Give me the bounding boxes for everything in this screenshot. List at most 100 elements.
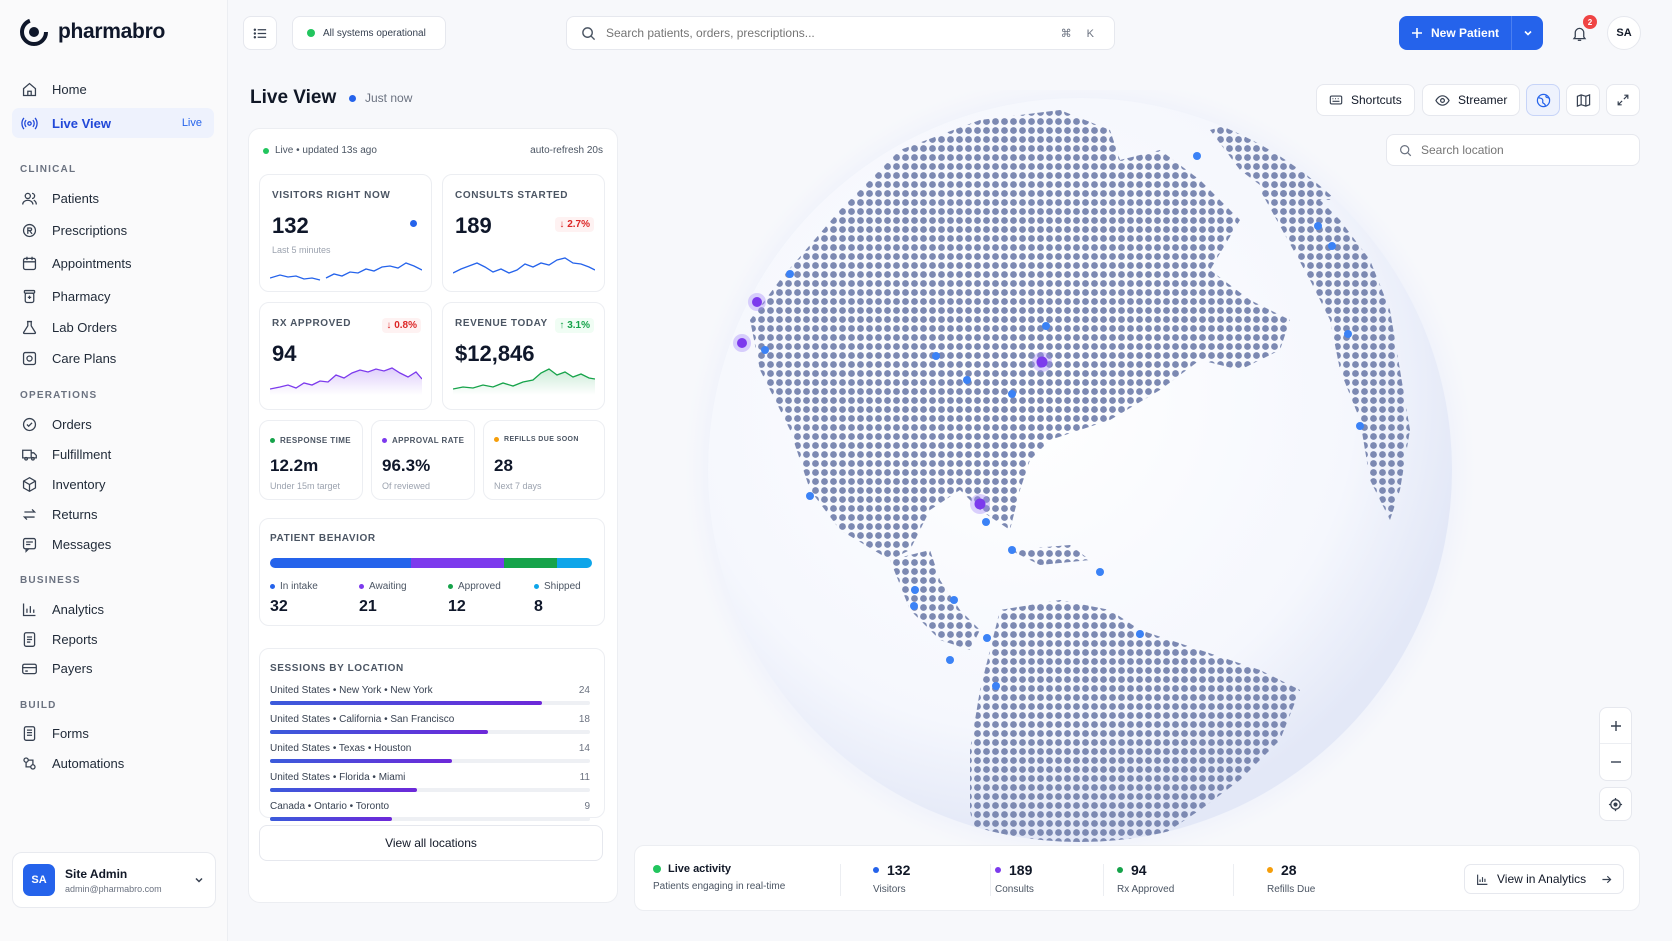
stat-refills-due: 28 Refills Due xyxy=(1267,862,1315,895)
nav-reports[interactable]: Reports xyxy=(12,624,214,654)
nav-returns[interactable]: Returns xyxy=(12,499,214,529)
kpi-value: 94 xyxy=(272,341,297,366)
nav-label: Automations xyxy=(52,755,125,771)
nav-care-plans[interactable]: Care Plans xyxy=(12,343,214,373)
system-status[interactable]: All systems operational xyxy=(292,16,446,50)
nav-automations[interactable]: Automations xyxy=(12,748,214,778)
nav-prescriptions[interactable]: Prescriptions xyxy=(12,215,214,245)
system-status-label: All systems operational xyxy=(323,27,426,39)
nav-fulfillment[interactable]: Fulfillment xyxy=(12,439,214,469)
recenter-button[interactable] xyxy=(1599,787,1632,821)
stat-label: Approved xyxy=(458,581,501,592)
kpi-delta: ↓ 0.8% xyxy=(382,318,421,333)
location-search[interactable] xyxy=(1386,134,1640,166)
patient-behavior-card: PATIENT BEHAVIOR In intake 32 Awaiting 2… xyxy=(259,518,605,626)
metric-dot xyxy=(270,438,275,443)
metric-label: RESPONSE TIME xyxy=(270,436,351,445)
expand-icon xyxy=(1617,94,1629,106)
sidebar-toggle-button[interactable] xyxy=(243,16,277,50)
zoom-in-button[interactable] xyxy=(1600,708,1631,744)
segment-awaiting[interactable] xyxy=(411,558,504,568)
nav-label: Reports xyxy=(52,631,98,647)
streamer-button[interactable]: Streamer xyxy=(1422,84,1521,116)
nav-forms[interactable]: Forms xyxy=(12,718,214,748)
user-avatar: SA xyxy=(23,864,55,896)
profile-avatar[interactable]: SA xyxy=(1607,16,1641,50)
nav-orders[interactable]: Orders xyxy=(12,409,214,439)
nav-pharmacy[interactable]: Pharmacy xyxy=(12,281,214,311)
nav-lab-orders[interactable]: Lab Orders xyxy=(12,312,214,342)
location-row[interactable]: United States • Texas • Houston 14 xyxy=(270,743,590,763)
nav-messages[interactable]: Messages xyxy=(12,529,214,559)
kpi-visitors[interactable]: VISITORS RIGHT NOW 132 Last 5 minutes xyxy=(259,174,432,292)
location-row[interactable]: United States • Florida • Miami 11 xyxy=(270,772,590,792)
metric-refills-due[interactable]: REFILLS DUE SOON 28 Next 7 days xyxy=(483,420,605,500)
flat-map-button[interactable] xyxy=(1566,84,1600,116)
stat-dot xyxy=(1267,867,1273,873)
globe-view-button[interactable] xyxy=(1526,84,1560,116)
shortcuts-button[interactable]: Shortcuts xyxy=(1316,84,1415,116)
segment-approved[interactable] xyxy=(503,558,557,568)
behavior-stat: In intake 32 xyxy=(270,581,318,616)
location-fill xyxy=(270,788,418,792)
nav-appointments[interactable]: Appointments xyxy=(12,248,214,278)
segment-shipped[interactable] xyxy=(556,558,592,568)
visitors-sparkline xyxy=(270,262,422,281)
brand-logo[interactable]: pharmabro xyxy=(18,16,165,48)
location-count: 11 xyxy=(579,772,590,783)
user-menu[interactable]: SA Site Admin admin@pharmabro.com xyxy=(12,852,216,908)
new-patient-button[interactable]: New Patient xyxy=(1399,16,1511,50)
nav-label: Forms xyxy=(52,725,89,741)
search-input[interactable] xyxy=(606,26,1046,40)
kpi-rx-approved[interactable]: RX APPROVED ↓ 0.8% 94 xyxy=(259,302,432,410)
global-search[interactable]: ⌘ K xyxy=(566,16,1115,50)
view-all-locations-button[interactable]: View all locations xyxy=(259,825,603,861)
flask-icon xyxy=(22,320,37,334)
location-row[interactable]: Canada • Ontario • Toronto 9 xyxy=(270,801,590,821)
nav-analytics[interactable]: Analytics xyxy=(12,594,214,624)
kpi-consults[interactable]: CONSULTS STARTED ↓ 2.7% 189 xyxy=(442,174,605,292)
search-icon xyxy=(582,26,596,40)
stat-visitors: 132 Visitors xyxy=(873,862,910,895)
live-dot xyxy=(653,865,661,873)
location-row[interactable]: United States • California • San Francis… xyxy=(270,714,590,734)
metric-response-time[interactable]: RESPONSE TIME 12.2m Under 15m target xyxy=(259,420,363,500)
fullscreen-button[interactable] xyxy=(1606,84,1640,116)
location-row[interactable]: United States • New York • New York 24 xyxy=(270,685,590,705)
behavior-stat: Awaiting 21 xyxy=(359,581,407,616)
location-search-input[interactable] xyxy=(1421,143,1621,157)
notifications-button[interactable] xyxy=(1562,16,1596,50)
live-activity-bar: Live activity Patients engaging in real-… xyxy=(634,845,1640,911)
map-icon xyxy=(1576,93,1590,107)
segment-intake[interactable] xyxy=(270,558,412,568)
pill-bottle-icon xyxy=(23,289,36,303)
new-patient-dropdown[interactable] xyxy=(1511,16,1543,50)
nav-home[interactable]: Home xyxy=(12,74,214,104)
metric-approval-rate[interactable]: APPROVAL RATE 96.3% Of reviewed xyxy=(371,420,475,500)
nav-label: Patients xyxy=(52,190,99,206)
nav-label: Orders xyxy=(52,416,92,432)
updated-label: Just now xyxy=(365,91,413,105)
nav-live-view[interactable]: Live View Live xyxy=(12,108,214,138)
page-title: Live View xyxy=(250,87,337,108)
zoom-out-button[interactable] xyxy=(1600,744,1631,780)
nav-inventory[interactable]: Inventory xyxy=(12,469,214,499)
legend-dot xyxy=(359,584,364,589)
nav-live-view-label: Live View xyxy=(52,115,112,131)
stat-label: Rx Approved xyxy=(1117,884,1175,895)
eye-icon xyxy=(1435,94,1450,106)
nav-label: Pharmacy xyxy=(52,288,111,304)
view-in-analytics-button[interactable]: View in Analytics xyxy=(1464,864,1624,894)
nav-patients[interactable]: Patients xyxy=(12,183,214,213)
stat-dot xyxy=(873,867,879,873)
metric-sub: Of reviewed xyxy=(382,481,431,491)
stat-value: 189 xyxy=(1009,862,1033,878)
kpi-revenue[interactable]: REVENUE TODAY ↑ 3.1% $12,846 xyxy=(442,302,605,410)
location-fill xyxy=(270,701,542,705)
pharmabro-logo-icon xyxy=(20,18,48,46)
globe-map[interactable] xyxy=(640,90,1520,870)
notification-count: 2 xyxy=(1583,15,1597,29)
metric-value: 96.3% xyxy=(382,456,431,475)
nav-payers[interactable]: Payers xyxy=(12,653,214,683)
live-status-label: Live • updated 13s ago xyxy=(275,145,377,156)
